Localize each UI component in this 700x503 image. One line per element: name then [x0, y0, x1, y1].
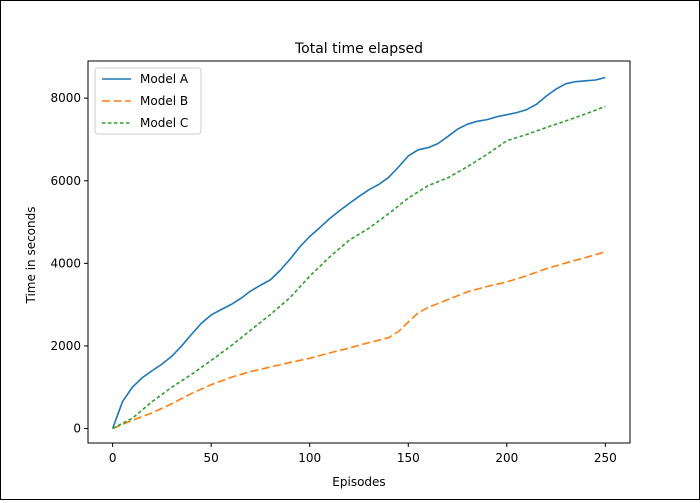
- y-tick-label: 2000: [50, 339, 81, 353]
- chart-title: Total time elapsed: [294, 41, 423, 57]
- y-axis-label: Time in seconds: [24, 207, 38, 305]
- x-tick-label: 0: [109, 451, 117, 465]
- y-tick-label: 6000: [50, 174, 81, 188]
- y-tick-label: 4000: [50, 256, 81, 270]
- x-tick-label: 200: [495, 451, 518, 465]
- legend-label-2: Model B: [140, 94, 188, 108]
- y-tick-label: 8000: [50, 91, 81, 105]
- y-tick-label: 0: [73, 422, 81, 436]
- series-line-3: [112, 105, 606, 430]
- x-tick-label: 100: [298, 451, 321, 465]
- y-axis: 0 2000 4000 6000 8000: [50, 91, 88, 436]
- plot-frame: [87, 60, 631, 444]
- x-axis-label: Episodes: [332, 475, 385, 489]
- legend-label-3: Model C: [140, 116, 188, 130]
- series-line-2: [112, 251, 606, 430]
- x-tick-label: 150: [397, 451, 420, 465]
- legend-label-1: Model A: [140, 72, 189, 86]
- x-tick-label: 50: [204, 451, 219, 465]
- plot-area: [87, 60, 631, 444]
- series-line-1: [111, 76, 606, 429]
- x-tick-label: 250: [594, 451, 617, 465]
- legend-box: [94, 67, 202, 135]
- legend: Model A Model B Model C: [94, 67, 202, 135]
- x-axis: 0 50 100 150 200 250: [109, 443, 617, 465]
